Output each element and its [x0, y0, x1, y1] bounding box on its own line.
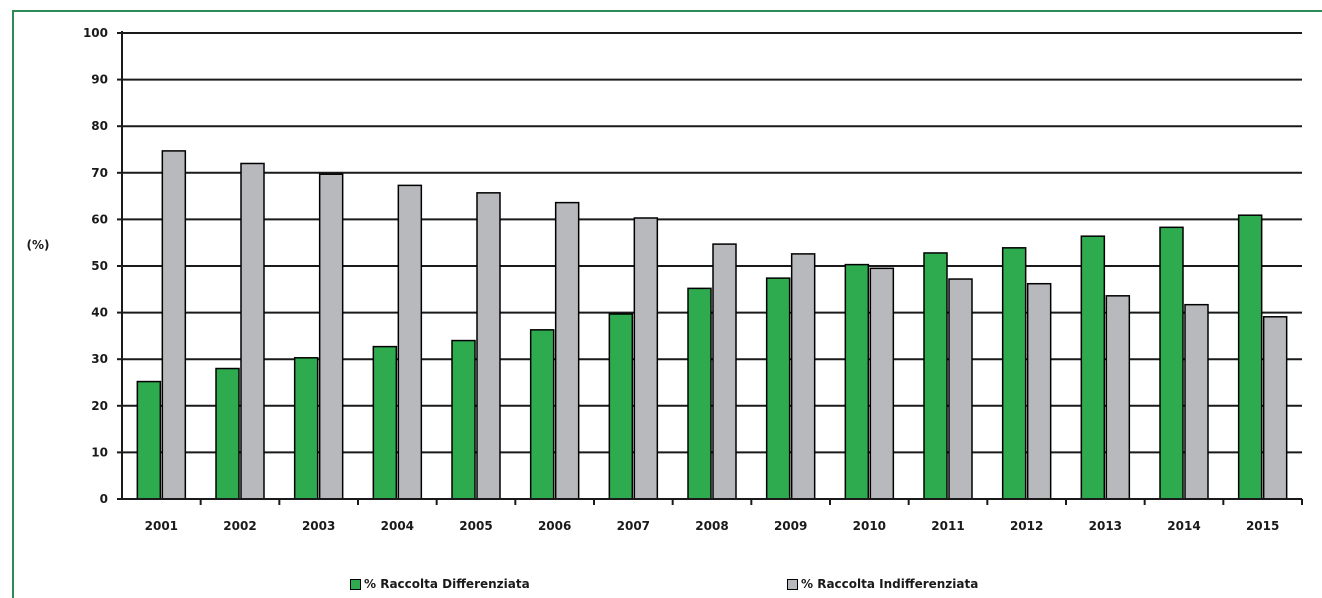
legend-label-indifferenziata: % Raccolta Indifferenziata [801, 577, 979, 591]
legend-item-differenziata: % Raccolta Differenziata [350, 577, 530, 591]
bar-differenziata [451, 339, 476, 500]
bar-indifferenziata [397, 184, 423, 500]
bar-indifferenziata [948, 278, 973, 500]
bar-differenziata [923, 252, 948, 500]
bar-differenziata [687, 287, 712, 500]
x-tick-label: 2002 [223, 519, 256, 533]
bar-differenziata [1001, 247, 1027, 500]
x-tick-label: 2004 [381, 519, 414, 533]
bar-indifferenziata [712, 243, 737, 500]
y-tick-label: 70 [91, 166, 108, 180]
bar-indifferenziata [318, 173, 344, 500]
x-tick-label: 2009 [774, 519, 807, 533]
legend-item-indifferenziata: % Raccolta Indifferenziata [787, 577, 978, 591]
bar-indifferenziata [476, 192, 501, 500]
bar-differenziata [215, 367, 240, 500]
x-tick-label: 2012 [1010, 519, 1043, 533]
x-tick-label: 2008 [695, 519, 728, 533]
x-tick-label: 2011 [931, 519, 964, 533]
y-tick-label: 20 [91, 399, 108, 413]
bar-differenziata [844, 263, 870, 500]
bar-indifferenziata [869, 267, 895, 500]
x-tick-label: 2001 [145, 519, 178, 533]
y-tick-label: 30 [91, 352, 108, 366]
bar-indifferenziata [633, 217, 659, 500]
bar-indifferenziata [790, 253, 816, 500]
y-axis-label: (%) [27, 238, 50, 252]
y-tick-label: 80 [91, 119, 108, 133]
bar-indifferenziata [1262, 316, 1288, 500]
bar-differenziata [372, 345, 398, 500]
bar-differenziata [293, 357, 319, 500]
y-tick-label: 40 [91, 306, 108, 320]
y-tick-label: 10 [91, 445, 108, 459]
bar-indifferenziata [161, 150, 187, 500]
bar-differenziata [765, 277, 791, 500]
x-tick-label: 2005 [459, 519, 492, 533]
x-tick-label: 2007 [617, 519, 650, 533]
y-tick-label: 50 [91, 259, 108, 273]
bar-indifferenziata [240, 162, 265, 500]
legend-swatch-indifferenziata [787, 578, 798, 590]
bar-differenziata [1080, 235, 1106, 500]
bar-differenziata [1159, 226, 1184, 500]
y-tick-label: 60 [91, 212, 108, 226]
legend-swatch-differenziata [350, 578, 361, 590]
y-tick-label: 0 [100, 492, 108, 506]
frame-border-top [12, 10, 1322, 12]
y-tick-label: 90 [91, 73, 108, 87]
bar-differenziata [529, 329, 555, 500]
bar-indifferenziata [1184, 303, 1209, 500]
x-tick-label: 2006 [538, 519, 571, 533]
bar-indifferenziata [1105, 295, 1131, 500]
bar-indifferenziata [554, 201, 580, 500]
bar-differenziata [1237, 214, 1263, 500]
bar-differenziata [608, 313, 634, 500]
frame-border-left [12, 10, 14, 598]
x-tick-label: 2010 [853, 519, 886, 533]
x-tick-label: 2014 [1167, 519, 1200, 533]
legend-label-differenziata: % Raccolta Differenziata [364, 577, 530, 591]
x-tick-label: 2015 [1246, 519, 1279, 533]
y-tick-label: 100 [83, 26, 108, 40]
bar-differenziata [136, 380, 162, 500]
x-tick-label: 2003 [302, 519, 335, 533]
x-tick-label: 2013 [1089, 519, 1122, 533]
bar-indifferenziata [1026, 282, 1052, 500]
